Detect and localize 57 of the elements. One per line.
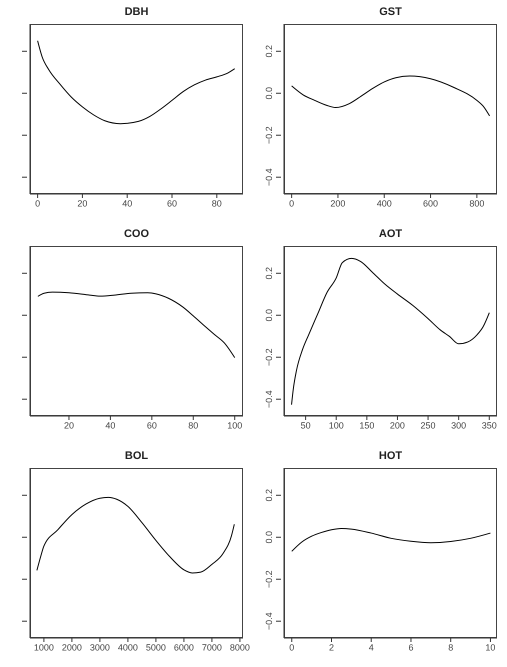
x-tick-label: 200 [330,198,346,208]
chart-title: COO [122,228,150,240]
y-tick-label: −0.2 [264,570,274,588]
line-series [291,76,490,116]
y-tick-label: 0.2 [264,267,274,280]
chart-title: BOL [124,450,150,462]
y-tick-label: 0.0 [264,531,274,544]
line-series [291,258,490,406]
x-tick-label: 350 [482,420,497,430]
x-tick-label: 150 [359,420,374,430]
x-tick-label: 2 [328,642,334,652]
chart-title: DBH [124,6,150,18]
x-tick-label: 0 [289,642,294,652]
chart-title: AOT [378,228,404,240]
x-tick-label: 80 [212,198,222,208]
x-tick-label: 3000 [90,642,110,652]
x-tick-label: 1000 [34,642,54,652]
x-tick-label: 20 [77,198,88,208]
x-tick-label: 600 [423,198,438,208]
x-tick-label: 8000 [230,642,250,652]
line-series [291,528,491,552]
x-tick-label: 20 [64,420,74,430]
y-tick-label: 0.2 [264,45,274,58]
chart-title: GST [378,6,403,18]
y-tick-label: −0.4 [264,168,274,186]
x-tick-label: 800 [469,198,484,208]
y-tick-label: −0.2 [264,348,274,366]
x-tick-label: 60 [166,198,178,208]
x-tick-label: 60 [146,420,157,430]
x-tick-label: 100 [227,420,242,430]
x-tick-label: 4 [368,642,374,652]
x-tick-label: 250 [420,420,436,430]
x-tick-label: 40 [122,198,132,208]
y-tick-label: 0.2 [264,489,274,502]
x-tick-label: 0 [289,198,294,208]
x-tick-label: 0 [35,198,40,208]
x-tick-label: 300 [451,420,466,430]
x-tick-label: 8 [448,642,454,652]
y-tick-label: 0.0 [264,309,274,322]
x-tick-label: 10 [485,642,496,652]
y-tick-label: −0.4 [264,612,274,630]
x-tick-label: 7000 [202,642,222,652]
x-tick-label: 6000 [174,642,194,652]
x-tick-label: 100 [328,420,344,430]
x-tick-label: 40 [105,420,116,430]
y-tick-label: −0.2 [264,126,274,144]
x-tick-label: 6 [408,642,414,652]
y-tick-label: 0.0 [264,87,274,100]
x-tick-label: 5000 [146,642,166,652]
x-tick-label: 200 [390,420,405,430]
y-tick-label: −0.4 [264,390,274,408]
x-tick-label: 2000 [62,642,82,652]
x-tick-label: 80 [188,420,198,430]
x-tick-label: 400 [376,198,392,208]
x-tick-label: 50 [300,420,311,430]
x-tick-label: 4000 [118,642,138,652]
chart-title: HOT [378,450,404,462]
